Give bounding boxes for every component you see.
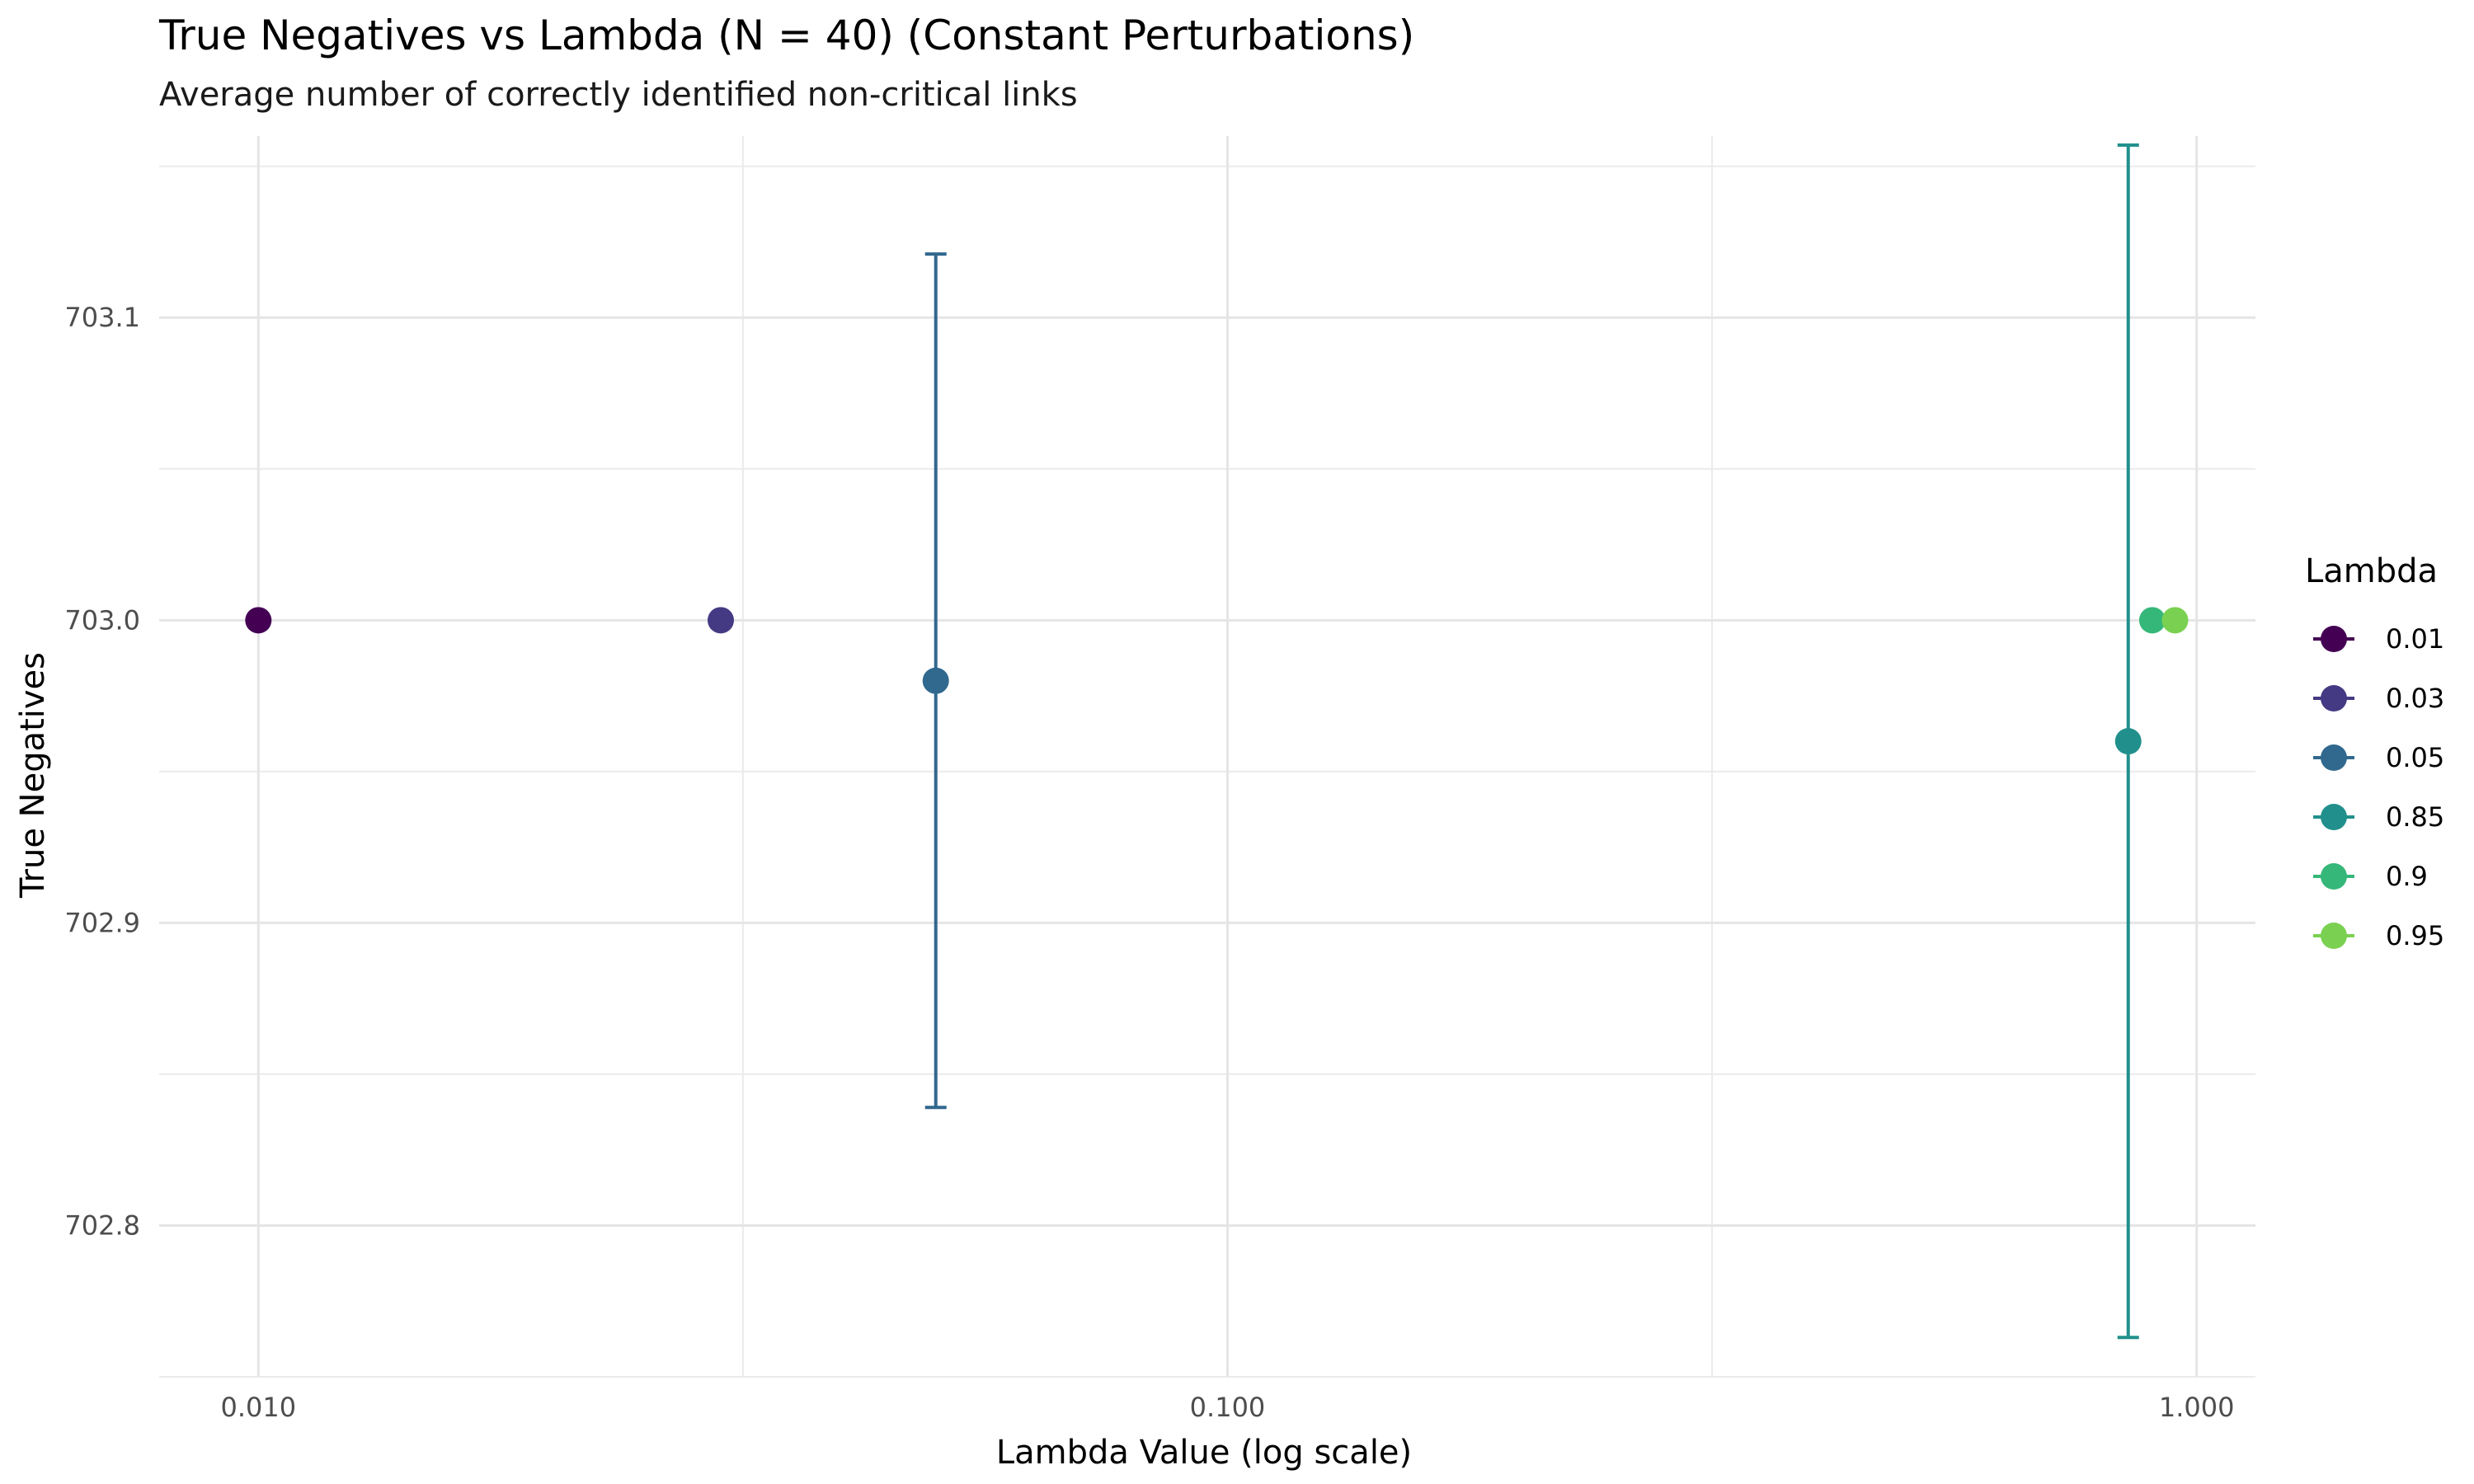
y-axis-title: True Negatives <box>14 652 52 899</box>
legend-label-0.03: 0.03 <box>2386 683 2444 714</box>
data-point-0.01 <box>245 607 272 634</box>
legend-items: 0.01 0.03 0.05 0.85 0.9 0.95 <box>2313 623 2444 951</box>
legend-key-point-0.85 <box>2321 804 2347 830</box>
legend-key-point-0.05 <box>2321 744 2347 771</box>
error-bars <box>924 143 2139 1340</box>
minor-gridlines <box>159 136 2255 1378</box>
major-gridlines <box>159 136 2255 1377</box>
data-point-0.9 <box>2138 607 2166 634</box>
y-axis-tick-labels: 702.8 702.9 703.0 703.1 <box>64 302 140 1241</box>
x-axis-tick-labels: 0.010 0.100 1.000 <box>221 1392 2235 1423</box>
data-points <box>245 607 2189 755</box>
legend: Lambda 0.01 0.03 0.05 0.85 0.9 0.95 <box>2305 552 2444 951</box>
legend-label-0.9: 0.9 <box>2386 861 2428 892</box>
x-tick-label: 0.010 <box>221 1392 297 1423</box>
data-point-0.05 <box>922 667 949 694</box>
legend-key-point-0.03 <box>2321 685 2347 711</box>
legend-key-point-0.95 <box>2321 923 2347 949</box>
data-point-0.03 <box>708 607 735 634</box>
legend-label-0.95: 0.95 <box>2386 920 2444 951</box>
data-point-0.95 <box>2161 607 2189 634</box>
x-tick-label: 0.100 <box>1190 1392 1266 1423</box>
legend-label-0.85: 0.85 <box>2386 801 2444 833</box>
x-tick-label: 1.000 <box>2159 1392 2235 1423</box>
y-tick-label: 702.8 <box>64 1209 140 1241</box>
chart-title: True Negatives vs Lambda (N = 40) (Const… <box>158 12 1414 59</box>
legend-label-0.01: 0.01 <box>2386 623 2444 655</box>
legend-key-point-0.9 <box>2321 863 2347 890</box>
y-tick-label: 703.0 <box>64 604 140 636</box>
legend-key-point-0.01 <box>2321 626 2347 652</box>
chart-subtitle: Average number of correctly identified n… <box>159 76 1078 114</box>
legend-title: Lambda <box>2305 552 2438 590</box>
y-tick-label: 703.1 <box>64 302 140 333</box>
data-point-0.85 <box>2114 728 2142 755</box>
legend-label-0.05: 0.05 <box>2386 742 2444 773</box>
x-axis-title: Lambda Value (log scale) <box>996 1434 1412 1472</box>
y-tick-label: 702.9 <box>64 907 140 938</box>
